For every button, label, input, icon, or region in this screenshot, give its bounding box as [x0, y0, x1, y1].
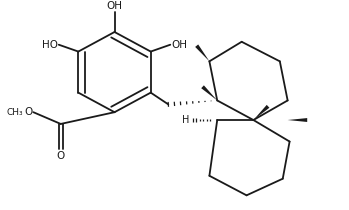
Polygon shape: [253, 105, 269, 120]
Text: H: H: [183, 115, 190, 125]
Text: OH: OH: [171, 40, 187, 50]
Text: HO: HO: [42, 40, 58, 50]
Text: O: O: [24, 107, 32, 117]
Text: O: O: [57, 151, 65, 161]
Polygon shape: [288, 118, 307, 122]
Text: CH₃: CH₃: [7, 108, 24, 117]
Polygon shape: [195, 45, 209, 61]
Text: OH: OH: [106, 1, 122, 12]
Polygon shape: [201, 85, 217, 100]
